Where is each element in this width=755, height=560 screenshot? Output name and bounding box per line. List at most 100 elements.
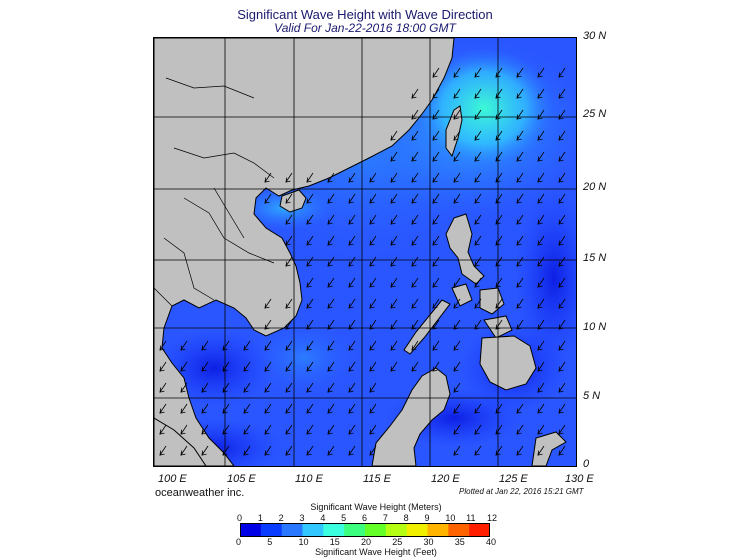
lat-label-25n: 25 N <box>583 108 607 120</box>
wave-direction-arrow <box>558 235 566 246</box>
borneo-island <box>371 367 451 466</box>
colorbar-swatch <box>260 523 283 537</box>
wave-direction-arrow <box>432 151 440 162</box>
colorbar-swatch <box>323 523 345 537</box>
wave-direction-arrow <box>390 172 398 183</box>
wave-direction-arrow <box>285 403 293 414</box>
lon-label-105e: 105 E <box>227 473 256 485</box>
wave-direction-arrow <box>495 172 503 183</box>
colorbar-feet-tick: 40 <box>486 537 497 547</box>
wave-direction-arrow <box>222 403 230 414</box>
wave-direction-arrow <box>327 424 335 435</box>
wave-direction-arrow <box>453 109 461 120</box>
wave-direction-arrow <box>558 151 566 162</box>
wave-direction-arrow <box>390 193 398 204</box>
wave-direction-arrow <box>390 277 398 288</box>
asia-mainland <box>154 38 455 466</box>
wave-direction-arrow <box>474 130 482 141</box>
wave-direction-arrow <box>306 193 314 204</box>
wave-direction-arrow <box>348 424 356 435</box>
wave-direction-arrow <box>474 256 482 267</box>
mindanao-island <box>479 335 537 391</box>
colorbar-swatch <box>302 523 324 537</box>
wave-direction-arrow <box>348 361 356 372</box>
wave-direction-arrow <box>558 67 566 78</box>
wave-direction-arrow <box>516 109 524 120</box>
wave-direction-arrow <box>369 403 377 414</box>
wave-direction-arrow <box>495 235 503 246</box>
wave-map <box>153 37 577 467</box>
wave-direction-arrow <box>558 88 566 99</box>
wave-direction-arrow <box>516 256 524 267</box>
wave-direction-arrow <box>306 445 314 456</box>
wave-direction-arrow <box>327 172 335 183</box>
wave-direction-arrow <box>411 361 419 372</box>
wave-direction-arrow <box>558 130 566 141</box>
lat-label-30n: 30 N <box>583 30 607 42</box>
wave-direction-arrow <box>264 319 272 330</box>
wave-direction-arrow <box>558 172 566 183</box>
colorbar-meters-tick: 1 <box>257 513 263 523</box>
colorbar-meters-tick: 7 <box>382 513 388 523</box>
wave-direction-arrow <box>453 382 461 393</box>
lat-label-5n: 5 N <box>583 390 601 402</box>
wave-direction-arrow <box>495 151 503 162</box>
wave-direction-arrow <box>243 361 251 372</box>
wave-direction-arrow <box>243 340 251 351</box>
colorbar <box>240 523 490 537</box>
wave-direction-arrow <box>537 361 545 372</box>
wave-direction-arrow <box>516 151 524 162</box>
wave-direction-arrow <box>516 424 524 435</box>
lon-label-125e: 125 E <box>499 473 528 485</box>
wave-direction-arrow <box>453 67 461 78</box>
wave-direction-arrow <box>411 193 419 204</box>
wave-direction-arrow <box>474 193 482 204</box>
wave-direction-arrow <box>306 214 314 225</box>
wave-direction-arrow <box>516 298 524 309</box>
wave-direction-arrow <box>327 277 335 288</box>
wave-direction-arrow <box>432 67 440 78</box>
wave-direction-arrow <box>285 424 293 435</box>
colorbar-meters-tick: 2 <box>278 513 284 523</box>
wave-direction-arrow <box>537 235 545 246</box>
map-subtitle: Valid For Jan-22-2016 18:00 GMT <box>274 21 456 35</box>
wave-direction-arrow <box>558 256 566 267</box>
wave-direction-arrow <box>369 214 377 225</box>
colorbar-feet-tick: 30 <box>423 537 434 547</box>
wave-direction-arrow <box>327 361 335 372</box>
lat-label-15n: 15 N <box>583 252 607 264</box>
wave-direction-arrow <box>474 172 482 183</box>
wave-direction-arrow <box>264 340 272 351</box>
wave-direction-arrow <box>390 319 398 330</box>
colorbar-feet-tick: 10 <box>298 537 309 547</box>
wave-direction-arrow <box>327 298 335 309</box>
wave-direction-arrow <box>243 382 251 393</box>
wave-direction-arrow <box>264 172 272 183</box>
wave-direction-arrow <box>516 214 524 225</box>
wave-direction-arrow <box>327 256 335 267</box>
lon-label-100e: 100 E <box>158 473 187 485</box>
wave-direction-arrow <box>558 403 566 414</box>
wave-direction-arrow <box>432 298 440 309</box>
wave-direction-arrow <box>159 403 167 414</box>
wave-direction-arrow <box>474 424 482 435</box>
colorbar-feet-tick: 0 <box>236 537 242 547</box>
wave-direction-arrow <box>264 298 272 309</box>
wave-direction-arrow <box>537 214 545 225</box>
wave-direction-arrow <box>327 445 335 456</box>
wave-direction-arrow <box>432 319 440 330</box>
wave-direction-arrow <box>516 67 524 78</box>
wave-direction-arrow <box>453 361 461 372</box>
wave-direction-arrow <box>411 130 419 141</box>
wave-direction-arrow <box>558 424 566 435</box>
wave-direction-arrow <box>453 130 461 141</box>
wave-direction-arrow <box>453 424 461 435</box>
wave-direction-arrow <box>306 256 314 267</box>
wave-direction-arrow <box>411 88 419 99</box>
wave-direction-arrow <box>327 403 335 414</box>
wave-direction-arrow <box>453 172 461 183</box>
colorbar-swatch <box>385 523 408 537</box>
wave-direction-arrow <box>348 214 356 225</box>
wave-direction-arrow <box>222 382 230 393</box>
wave-direction-arrow <box>516 130 524 141</box>
